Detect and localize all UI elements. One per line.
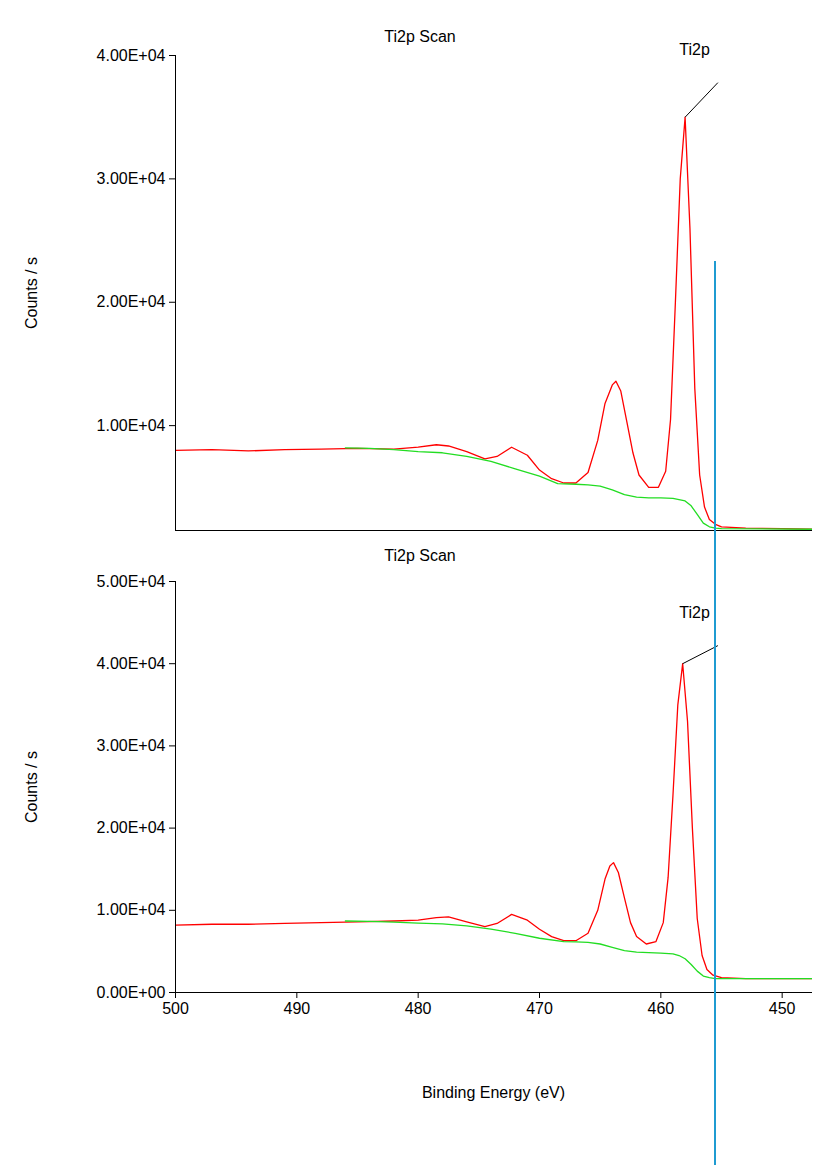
svg-text:450: 450 xyxy=(769,1000,796,1017)
svg-text:460: 460 xyxy=(647,1000,674,1017)
svg-text:490: 490 xyxy=(283,1000,310,1017)
html-text:Counts / s: Counts / s xyxy=(23,256,40,329)
svg-text:1.00E+04: 1.00E+04 xyxy=(97,417,166,434)
svg-text:3.00E+04: 3.00E+04 xyxy=(97,170,166,187)
svg-text:0.00E+00: 0.00E+00 xyxy=(97,984,166,1001)
svg-text:500: 500 xyxy=(162,1000,189,1017)
svg-text:470: 470 xyxy=(526,1000,553,1017)
svg-text:3.00E+04: 3.00E+04 xyxy=(97,737,166,754)
html-text:Binding Energy (eV): Binding Energy (eV) xyxy=(421,1084,566,1101)
svg-text:2.00E+04: 2.00E+04 xyxy=(97,293,166,310)
svg-text:Ti2p: Ti2p xyxy=(679,604,710,621)
svg-text:4.00E+04: 4.00E+04 xyxy=(97,47,166,64)
svg-text:5.00E+04: 5.00E+04 xyxy=(97,573,166,590)
html-text:Ti2p Scan: Ti2p Scan xyxy=(384,547,456,564)
svg-text:2.00E+04: 2.00E+04 xyxy=(97,819,166,836)
html-text:Counts / s: Counts / s xyxy=(23,750,40,823)
svg-text:480: 480 xyxy=(405,1000,432,1017)
svg-text:4.00E+04: 4.00E+04 xyxy=(97,655,166,672)
svg-text:1.00E+04: 1.00E+04 xyxy=(97,901,166,918)
html-text:Ti2p Scan: Ti2p Scan xyxy=(384,28,456,45)
svg-text:Ti2p: Ti2p xyxy=(679,41,710,58)
